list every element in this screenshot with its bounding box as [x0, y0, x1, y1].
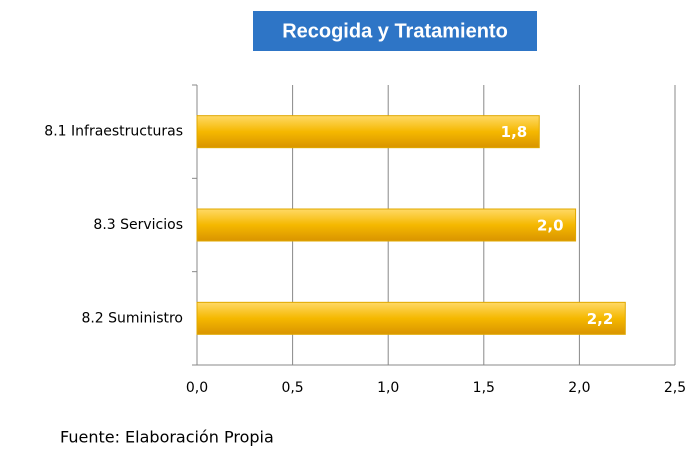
x-tick-label: 0,0 — [186, 380, 208, 396]
title-box — [253, 11, 537, 51]
x-tick-label: 2,0 — [568, 380, 590, 396]
source-note: Fuente: Elaboración Propia — [60, 428, 274, 447]
x-tick-label: 1,0 — [377, 380, 399, 396]
y-tick-label: 8.1 Infraestructuras — [44, 124, 183, 140]
bar — [196, 208, 577, 242]
x-tick-label: 1,5 — [473, 380, 495, 396]
x-tick-label: 2,5 — [664, 380, 686, 396]
chart-title: Recogida y Tratamiento — [282, 20, 508, 42]
bar — [196, 115, 540, 149]
bar — [196, 301, 626, 335]
value-label: 2,0 — [537, 217, 564, 235]
value-label: 2,2 — [587, 310, 614, 328]
x-tick-label: 0,5 — [281, 380, 303, 396]
value-label: 1,8 — [501, 123, 528, 141]
y-tick-label: 8.2 Suministro — [81, 310, 183, 326]
y-tick-label: 8.3 Servicios — [93, 217, 183, 233]
